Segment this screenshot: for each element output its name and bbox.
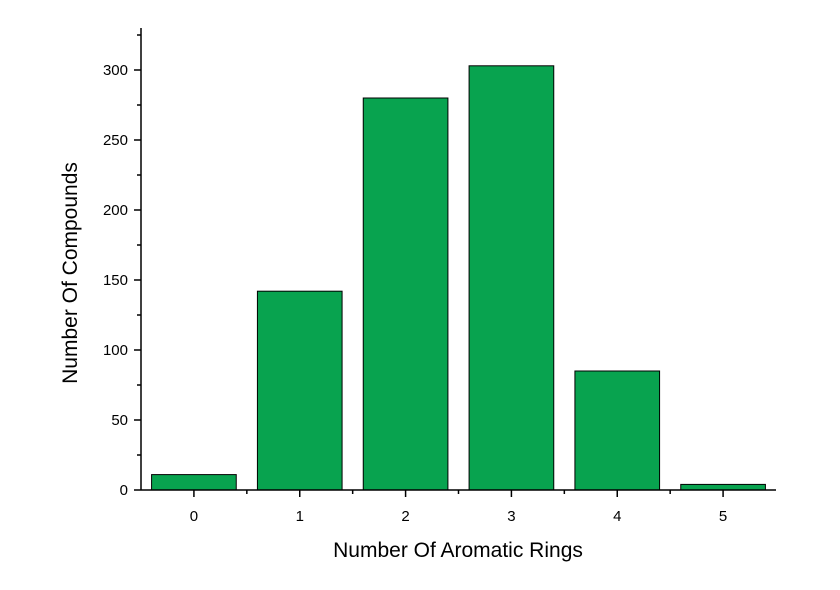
x-axis-label: Number Of Aromatic Rings [333, 539, 583, 562]
y-tick-label: 250 [103, 132, 128, 149]
y-tick-label: 300 [103, 62, 128, 79]
x-axis-tick-labels: 0 1 2 3 4 5 [190, 508, 728, 525]
x-tick-label: 5 [719, 508, 727, 525]
y-axis-label: Number Of Compounds [59, 162, 82, 384]
y-tick-label: 100 [103, 342, 128, 359]
y-tick-label: 50 [111, 412, 128, 429]
bar-5 [680, 483, 766, 491]
y-tick-label: 200 [103, 202, 128, 219]
x-tick-label: 2 [401, 508, 409, 525]
x-tick-label: 1 [296, 508, 304, 525]
bar-2 [362, 97, 449, 491]
y-axis-tick-labels: 0 50 100 150 200 250 300 [103, 62, 128, 499]
y-tick-label: 0 [120, 482, 128, 499]
bar-1 [256, 290, 343, 491]
bar-group [151, 65, 766, 491]
y-tick-label: 150 [103, 272, 128, 289]
axes [134, 28, 776, 497]
x-tick-label: 0 [190, 508, 198, 525]
x-tick-label: 3 [507, 508, 515, 525]
bar-0 [151, 474, 237, 491]
bar-4 [574, 370, 661, 491]
bar-3 [468, 65, 555, 491]
x-tick-label: 4 [613, 508, 621, 525]
